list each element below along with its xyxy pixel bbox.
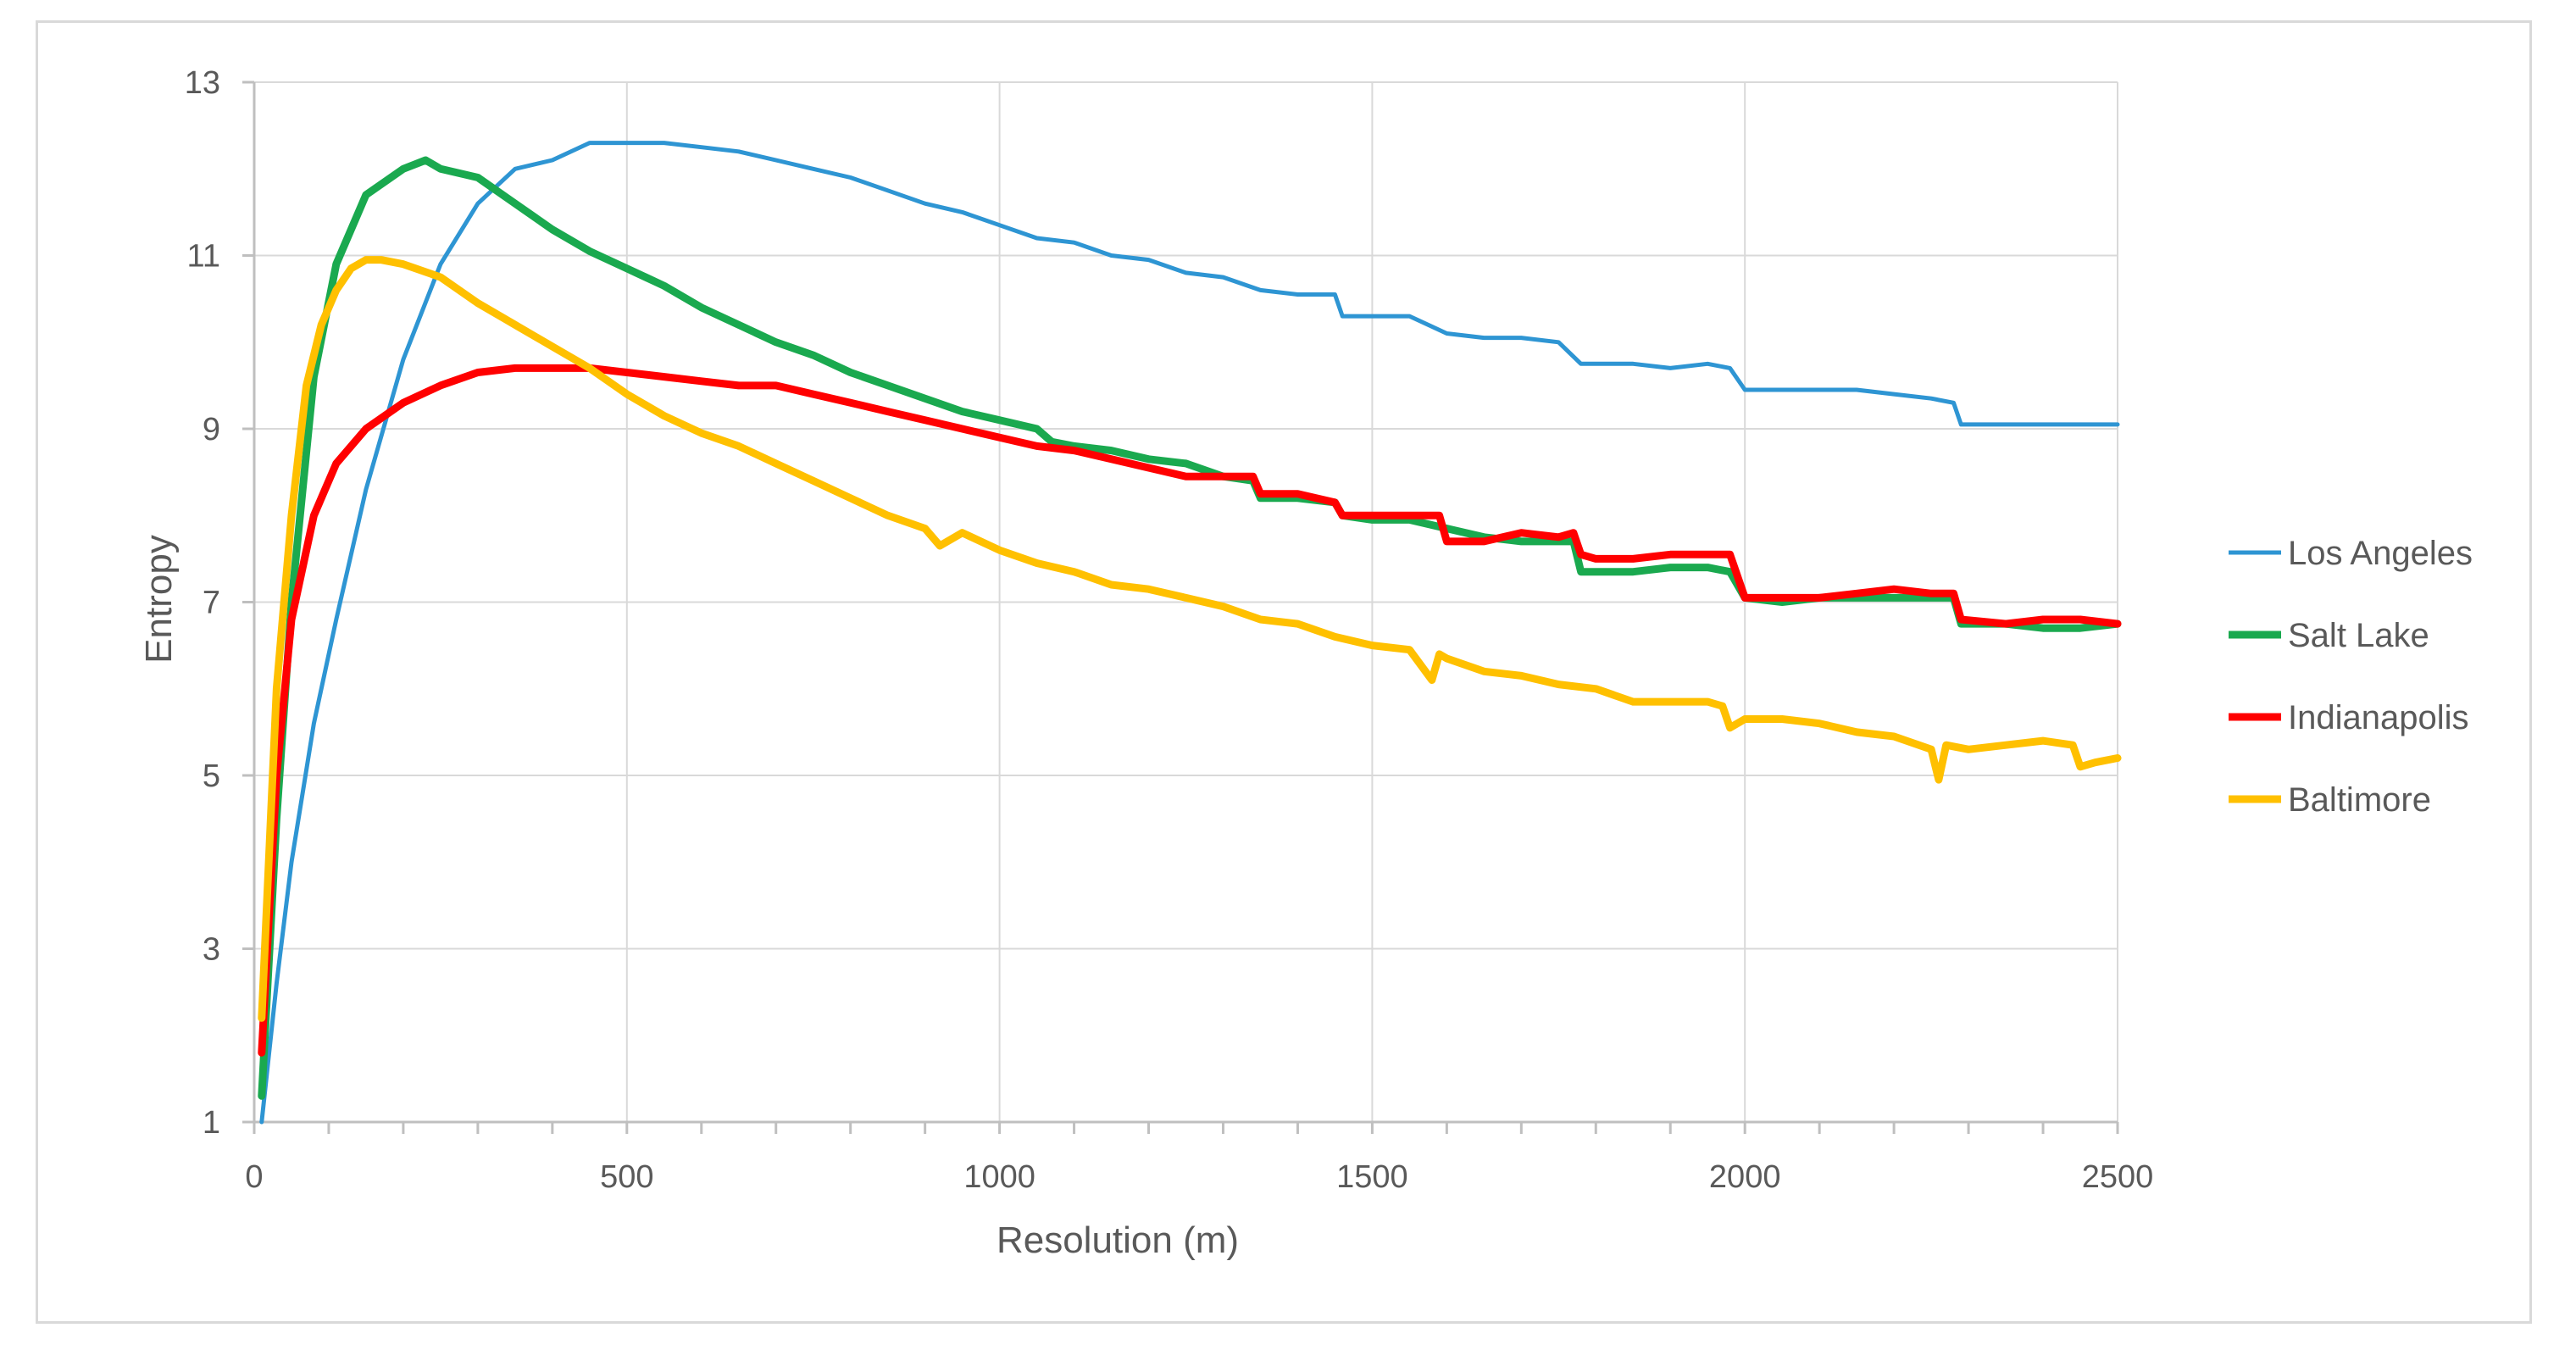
x-tick-label-500: 500 — [600, 1159, 653, 1195]
legend: Los Angeles Salt Lake Indianapolis Baltimor… — [2229, 535, 2473, 819]
x-tick-label-1000: 1000 — [963, 1159, 1035, 1195]
y-axis-title: Entropy — [138, 535, 180, 664]
y-tick-label-7: 7 — [203, 586, 220, 621]
legend-label-salt-lake: Salt Lake — [2288, 617, 2429, 654]
series-line-salt-lake — [258, 156, 2122, 1100]
legend-label-baltimore: Baltimore — [2288, 781, 2431, 819]
y-tick-label-9: 9 — [203, 412, 220, 447]
y-tick-label-3: 3 — [203, 932, 220, 968]
y-tick-label-5: 5 — [203, 758, 220, 794]
series-line-los-angeles — [259, 141, 2120, 1125]
chart-frame: 1 3 5 7 9 11 13 0 500 1000 1500 2000 2500 Resolution… — [36, 20, 2532, 1324]
x-tick-label-2000: 2000 — [1709, 1159, 1781, 1195]
series-line-indianapolis — [258, 364, 2122, 1057]
series-layer — [258, 141, 2122, 1125]
grid-layer — [254, 81, 2118, 1122]
legend-label-los-angeles: Los Angeles — [2288, 535, 2473, 572]
series-line-baltimore — [258, 256, 2122, 1022]
x-axis-title: Resolution (m) — [997, 1219, 1239, 1261]
axis-layer — [242, 81, 2119, 1134]
y-tick-label-13: 13 — [185, 65, 220, 101]
x-tick-label-0: 0 — [245, 1159, 263, 1195]
x-tick-label-2500: 2500 — [2082, 1159, 2154, 1195]
legend-label-indianapolis: Indianapolis — [2288, 699, 2469, 736]
x-tick-label-1500: 1500 — [1336, 1159, 1408, 1195]
y-tick-label-11: 11 — [187, 239, 220, 275]
y-tick-label-1: 1 — [203, 1105, 220, 1141]
